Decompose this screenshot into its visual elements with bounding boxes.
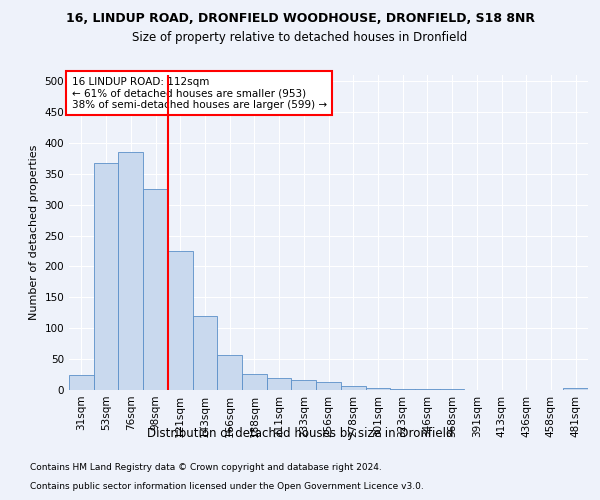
- Bar: [563, 388, 588, 390]
- Bar: [242, 374, 267, 390]
- Bar: [217, 355, 242, 390]
- Bar: [193, 316, 217, 390]
- Text: 16, LINDUP ROAD, DRONFIELD WOODHOUSE, DRONFIELD, S18 8NR: 16, LINDUP ROAD, DRONFIELD WOODHOUSE, DR…: [65, 12, 535, 26]
- Text: Distribution of detached houses by size in Dronfield: Distribution of detached houses by size …: [147, 428, 453, 440]
- Bar: [390, 389, 415, 390]
- Bar: [267, 378, 292, 390]
- Bar: [69, 374, 94, 390]
- Text: Contains public sector information licensed under the Open Government Licence v3: Contains public sector information licen…: [30, 482, 424, 491]
- Bar: [316, 382, 341, 390]
- Bar: [94, 162, 118, 390]
- Y-axis label: Number of detached properties: Number of detached properties: [29, 145, 39, 320]
- Bar: [168, 251, 193, 390]
- Bar: [118, 152, 143, 390]
- Bar: [292, 380, 316, 390]
- Text: 16 LINDUP ROAD: 112sqm
← 61% of detached houses are smaller (953)
38% of semi-de: 16 LINDUP ROAD: 112sqm ← 61% of detached…: [71, 76, 327, 110]
- Text: Contains HM Land Registry data © Crown copyright and database right 2024.: Contains HM Land Registry data © Crown c…: [30, 464, 382, 472]
- Bar: [341, 386, 365, 390]
- Bar: [365, 388, 390, 390]
- Bar: [143, 190, 168, 390]
- Text: Size of property relative to detached houses in Dronfield: Size of property relative to detached ho…: [133, 31, 467, 44]
